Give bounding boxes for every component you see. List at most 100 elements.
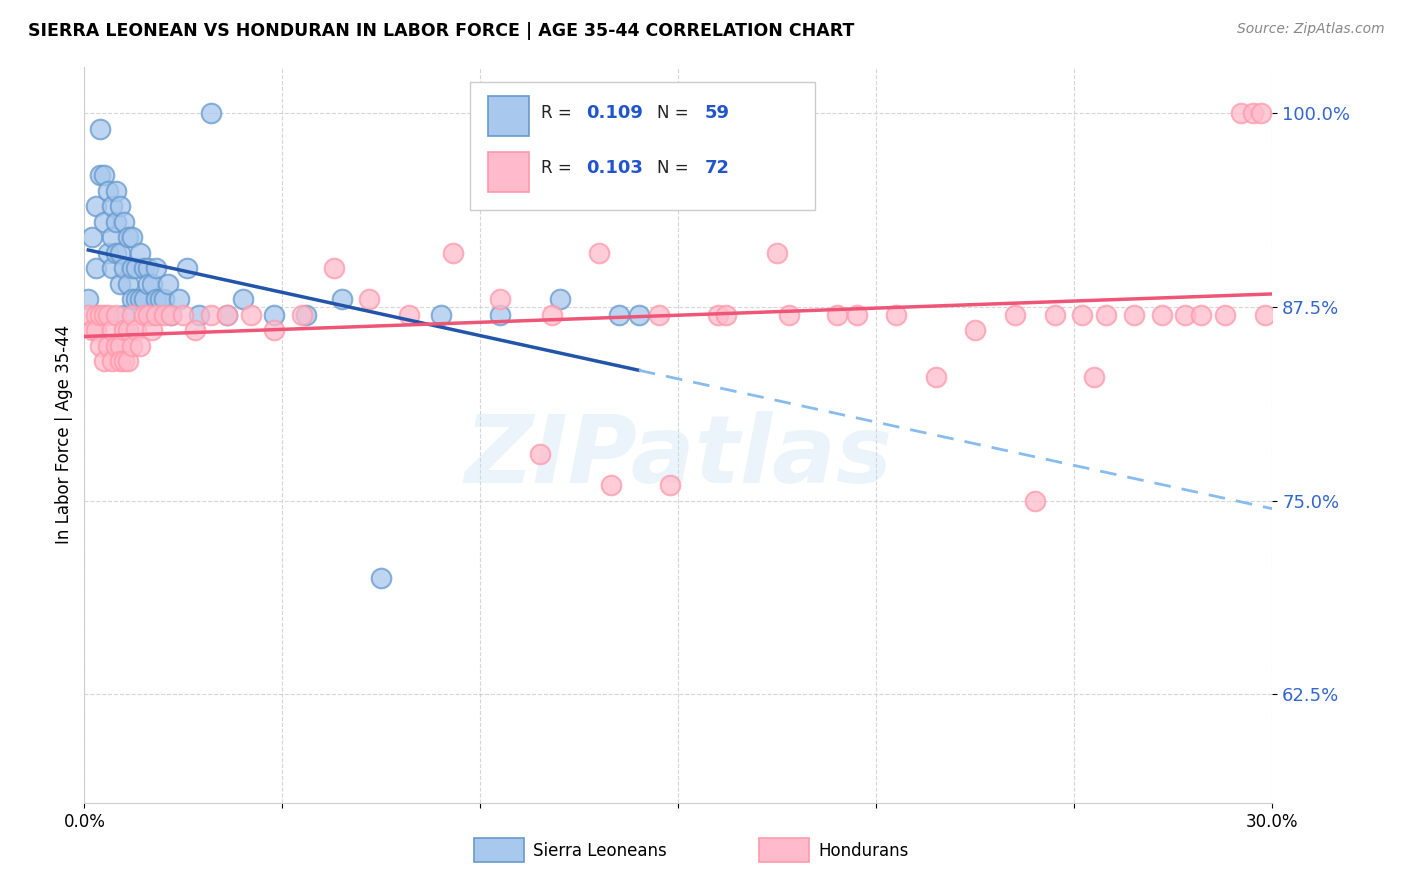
- Point: [128, 339, 150, 353]
- Point: [101, 230, 124, 244]
- Point: [398, 308, 420, 322]
- Point: [117, 230, 139, 244]
- Point: [322, 261, 344, 276]
- Point: [845, 308, 868, 322]
- Point: [548, 293, 571, 307]
- Point: [239, 308, 262, 322]
- Point: [141, 277, 163, 291]
- Point: [607, 308, 630, 322]
- Text: 72: 72: [704, 160, 730, 178]
- Point: [145, 261, 167, 276]
- Point: [112, 215, 135, 229]
- Point: [965, 323, 987, 337]
- Point: [1004, 308, 1026, 322]
- Point: [1024, 493, 1046, 508]
- Point: [659, 478, 682, 492]
- Point: [101, 323, 124, 337]
- FancyBboxPatch shape: [488, 96, 529, 136]
- Point: [125, 293, 148, 307]
- Point: [108, 354, 131, 368]
- Point: [136, 261, 159, 276]
- Point: [82, 230, 104, 244]
- Point: [766, 245, 789, 260]
- Point: [884, 308, 907, 322]
- Point: [108, 339, 131, 353]
- Point: [112, 354, 135, 368]
- Point: [1095, 308, 1118, 322]
- FancyBboxPatch shape: [474, 838, 524, 862]
- Point: [77, 293, 100, 307]
- Point: [128, 293, 150, 307]
- Point: [105, 215, 128, 229]
- Point: [136, 308, 159, 322]
- Point: [1071, 308, 1094, 322]
- Point: [152, 293, 174, 307]
- Text: ZIPatlas: ZIPatlas: [464, 411, 893, 503]
- Point: [105, 184, 128, 198]
- Point: [84, 308, 107, 322]
- Point: [1189, 308, 1212, 322]
- Point: [149, 293, 172, 307]
- Point: [105, 245, 128, 260]
- Point: [97, 308, 120, 322]
- Point: [588, 245, 610, 260]
- Point: [430, 308, 453, 322]
- Point: [97, 245, 120, 260]
- Point: [489, 293, 512, 307]
- Point: [215, 308, 238, 322]
- Point: [101, 354, 124, 368]
- Point: [152, 308, 174, 322]
- Point: [1250, 106, 1272, 120]
- Point: [128, 245, 150, 260]
- Text: N =: N =: [657, 103, 695, 121]
- Point: [77, 308, 100, 322]
- Point: [145, 293, 167, 307]
- Point: [184, 323, 207, 337]
- Point: [359, 293, 381, 307]
- Point: [121, 230, 143, 244]
- Point: [141, 323, 163, 337]
- Point: [105, 339, 128, 353]
- FancyBboxPatch shape: [759, 838, 808, 862]
- Text: N =: N =: [657, 160, 695, 178]
- Point: [188, 308, 211, 322]
- Point: [121, 293, 143, 307]
- Point: [1213, 308, 1236, 322]
- Point: [101, 199, 124, 213]
- Point: [93, 308, 115, 322]
- Point: [778, 308, 800, 322]
- Point: [117, 277, 139, 291]
- Point: [89, 121, 111, 136]
- Point: [125, 261, 148, 276]
- Point: [136, 277, 159, 291]
- Point: [121, 339, 143, 353]
- Text: R =: R =: [540, 160, 576, 178]
- Point: [1150, 308, 1173, 322]
- Point: [291, 308, 314, 322]
- Point: [295, 308, 318, 322]
- Point: [145, 308, 167, 322]
- Point: [232, 293, 254, 307]
- Point: [132, 293, 155, 307]
- Point: [529, 447, 551, 461]
- Point: [108, 199, 131, 213]
- Point: [540, 308, 562, 322]
- Point: [93, 354, 115, 368]
- FancyBboxPatch shape: [471, 81, 815, 211]
- Point: [84, 199, 107, 213]
- Point: [117, 323, 139, 337]
- Point: [156, 277, 179, 291]
- Point: [200, 308, 222, 322]
- Text: R =: R =: [540, 103, 576, 121]
- Point: [330, 293, 353, 307]
- Text: 59: 59: [704, 103, 730, 121]
- Point: [101, 261, 124, 276]
- Point: [169, 293, 191, 307]
- Point: [89, 169, 111, 183]
- Point: [825, 308, 848, 322]
- Text: Sierra Leoneans: Sierra Leoneans: [533, 842, 668, 860]
- Point: [84, 261, 107, 276]
- Point: [176, 261, 198, 276]
- Text: SIERRA LEONEAN VS HONDURAN IN LABOR FORCE | AGE 35-44 CORRELATION CHART: SIERRA LEONEAN VS HONDURAN IN LABOR FORC…: [28, 22, 855, 40]
- Point: [200, 106, 222, 120]
